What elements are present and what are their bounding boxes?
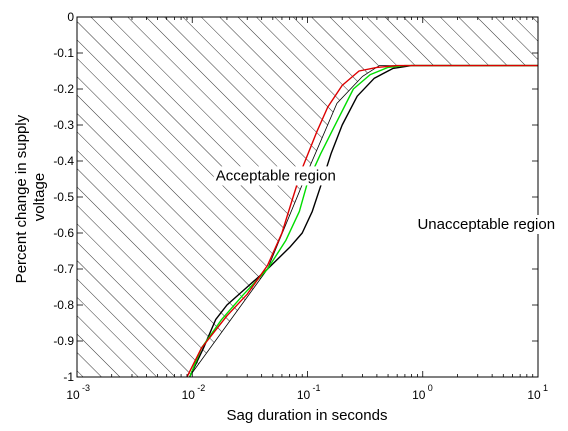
y-tick-label: -1 <box>63 370 74 384</box>
x-tick-exponent: -3 <box>82 383 90 393</box>
y-tick-label: -0.7 <box>53 262 74 276</box>
y-tick-label: -0.4 <box>53 154 74 168</box>
y-tick-label: -0.6 <box>53 226 74 240</box>
x-tick-label: 10 <box>182 388 196 402</box>
y-tick-label: -0.1 <box>53 46 74 60</box>
x-axis-ticks: 10 -3 10 -2 10 -1 10 0 10 1 <box>66 17 548 402</box>
x-tick-exponent: 0 <box>428 383 433 393</box>
hatched-area <box>77 17 538 377</box>
x-tick-label: 10 <box>66 388 80 402</box>
y-tick-label: -0.3 <box>53 118 74 132</box>
y-axis-ticks: 0 -0.1 -0.2 -0.3 -0.4 -0.5 -0.6 -0.7 -0.8 -0.9 -1 <box>53 10 538 384</box>
y-tick-label: -0.2 <box>53 82 74 96</box>
x-tick-exponent: -1 <box>313 383 321 393</box>
x-tick-exponent: 1 <box>543 383 548 393</box>
acceptable-region-label: Acceptable region <box>216 167 336 184</box>
y-axis-label-line-1: Percent change in supply <box>13 114 30 283</box>
x-tick-label: 10 <box>412 388 426 402</box>
y-axis-label-line-2: voltage <box>31 173 48 221</box>
acceptable-hatched-region <box>77 17 538 377</box>
y-tick-label: -0.5 <box>53 190 74 204</box>
y-tick-label: -0.8 <box>53 298 74 312</box>
x-tick-exponent: -2 <box>197 383 205 393</box>
unacceptable-region-label: Unacceptable region <box>417 216 555 233</box>
x-tick-label: 10 <box>297 388 311 402</box>
series-line-1 <box>189 64 538 377</box>
y-axis-label: Percent change in supply voltage <box>13 111 48 284</box>
label-background <box>213 166 338 186</box>
y-tick-label: 0 <box>67 10 74 24</box>
x-tick-label: 10 <box>527 388 541 402</box>
label-background <box>415 215 558 234</box>
x-axis-label: Sag duration in seconds <box>227 407 388 424</box>
y-tick-label: -0.9 <box>53 334 74 348</box>
